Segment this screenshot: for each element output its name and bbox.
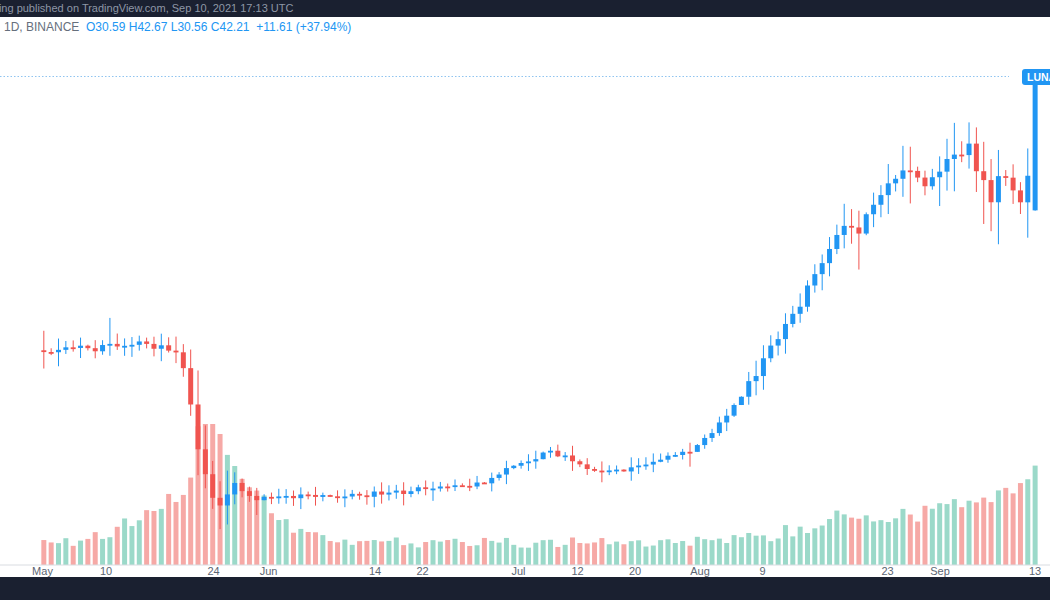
svg-text:Jul: Jul	[511, 565, 525, 577]
svg-text:Aug: Aug	[690, 565, 710, 577]
svg-text:May: May	[32, 565, 53, 577]
svg-text:22: 22	[416, 565, 428, 577]
svg-text:24: 24	[207, 565, 219, 577]
svg-text:10: 10	[100, 565, 112, 577]
svg-text:Sep: Sep	[930, 565, 950, 577]
svg-text:13: 13	[1029, 565, 1041, 577]
svg-text:Jun: Jun	[260, 565, 278, 577]
svg-text:12: 12	[571, 565, 583, 577]
svg-text:23: 23	[881, 565, 893, 577]
svg-text:14: 14	[369, 565, 381, 577]
svg-text:20: 20	[629, 565, 641, 577]
svg-text:9: 9	[759, 565, 765, 577]
